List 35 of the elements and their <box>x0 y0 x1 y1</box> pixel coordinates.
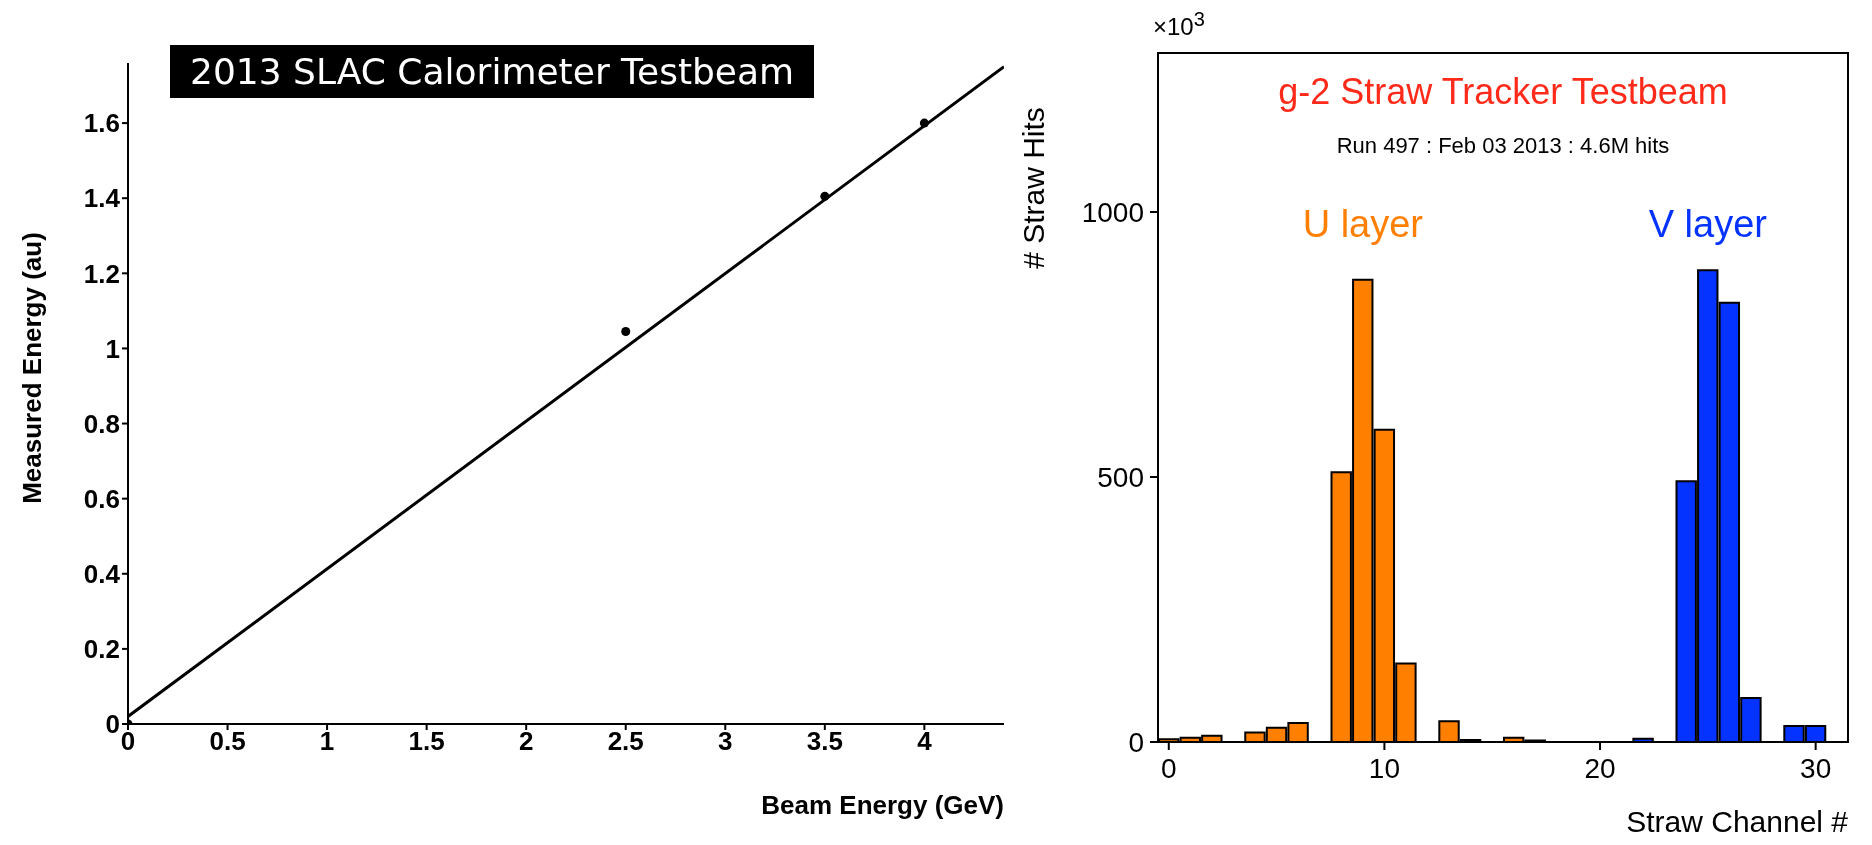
y-axis-title: # Straw Hits <box>1017 107 1051 269</box>
point <box>621 327 631 337</box>
x-axis-title: Straw Channel # <box>1626 805 1849 838</box>
text: g-2 Straw Tracker Testbeam <box>1278 71 1728 112</box>
y-tick-label: 1 <box>105 333 120 364</box>
x-tick-label: 10 <box>1368 752 1400 784</box>
series-label: U layer <box>1302 203 1424 245</box>
y-tick-label: 1.2 <box>83 258 120 289</box>
x-tick-label: 0.5 <box>209 726 246 757</box>
x-axis-title: Beam Energy (GeV) <box>761 790 1004 820</box>
y-tick-label: 1000 <box>1081 196 1144 228</box>
x-tick-label: 3.5 <box>806 726 843 757</box>
x-tick-label: 3 <box>718 726 733 757</box>
series-label: V layer <box>1648 203 1767 245</box>
text: ×10$^{3}$ <box>1153 8 1205 40</box>
x-tick-label: 20 <box>1584 752 1616 784</box>
x-tick-label: 2 <box>518 726 534 757</box>
y-tick-label: 0.4 <box>83 559 121 589</box>
y-tick-label: 0.8 <box>83 408 120 439</box>
text: Run 497 : Feb 03 2013 : 4.6M hits <box>1336 133 1670 158</box>
x-tick-label: 30 <box>1800 752 1832 784</box>
y-tick-label: 500 <box>1097 461 1144 493</box>
point <box>820 191 830 201</box>
point <box>919 118 929 128</box>
chart-title: 2013 SLAC Calorimeter Testbeam <box>190 51 795 92</box>
x-tick-label: 2.5 <box>607 726 644 757</box>
x-tick-label: 4 <box>917 726 933 757</box>
y-tick-label: 1.4 <box>83 183 121 214</box>
y-tick-label: 0.2 <box>83 634 120 665</box>
x-tick-label: 1 <box>319 726 335 757</box>
y-tick-label: 0.6 <box>83 483 120 514</box>
x-tick-label: 0 <box>1160 752 1177 784</box>
y-tick-label: 1.6 <box>83 108 120 139</box>
x-tick-label: 1.5 <box>408 726 445 757</box>
y-axis-title: Measured Energy (au) <box>17 232 48 504</box>
